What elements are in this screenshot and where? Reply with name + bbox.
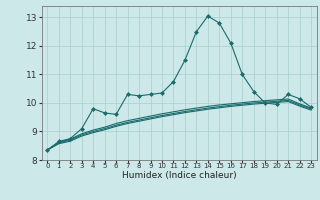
X-axis label: Humidex (Indice chaleur): Humidex (Indice chaleur)	[122, 171, 236, 180]
